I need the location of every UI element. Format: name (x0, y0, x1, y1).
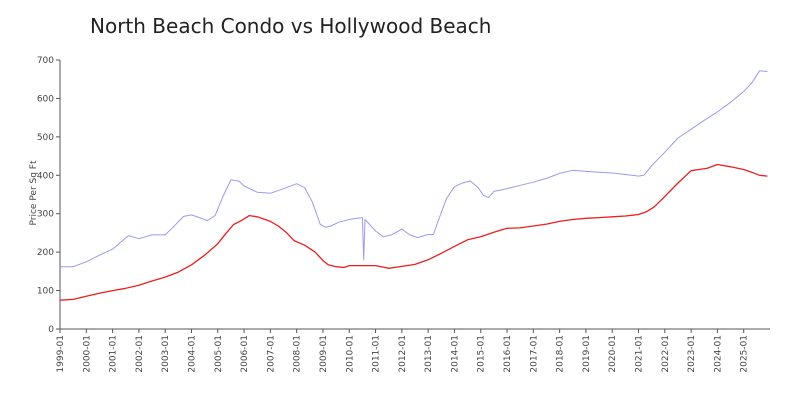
x-tick-label: 2020-01 (608, 335, 618, 373)
x-tick-label: 2025-01 (740, 335, 750, 373)
y-axis-label: Price Per Sq Ft (29, 160, 39, 225)
x-tick-label: 2021-01 (635, 335, 645, 373)
x-tick-label: 2002-01 (135, 335, 145, 373)
x-tick-label: 1999-01 (56, 335, 66, 373)
x-tick-label: 2018-01 (556, 335, 566, 373)
x-tick-label: 2009-01 (319, 335, 329, 373)
y-tick-label: 200 (37, 248, 54, 258)
series-layer (59, 70, 768, 301)
x-tick-label: 2011-01 (372, 335, 382, 373)
x-tick-label: 2019-01 (582, 335, 592, 373)
series-line-2 (59, 163, 768, 301)
x-tick-label: 2024-01 (713, 335, 723, 373)
x-tick-label: 2010-01 (345, 335, 355, 373)
x-tick-label: 2001-01 (109, 335, 119, 373)
x-tick-label: 2015-01 (477, 335, 487, 373)
x-tick-label: 2003-01 (161, 335, 171, 373)
y-tick-label: 600 (37, 94, 54, 104)
x-tick-label: 2014-01 (450, 335, 460, 373)
x-tick-label: 2012-01 (398, 335, 408, 373)
x-tick-label: 2008-01 (293, 335, 303, 373)
y-tick-label: 700 (37, 56, 54, 66)
x-tick-label: 2017-01 (529, 335, 539, 373)
y-tick-label: 100 (37, 287, 54, 297)
x-tick-label: 2022-01 (661, 335, 671, 373)
y-tick-label: 300 (37, 210, 54, 220)
x-tick-label: 2023-01 (687, 335, 697, 373)
y-tick-label: 500 (37, 133, 54, 143)
axes: 0 100 200 300 400 500 600 700 1999-01 2000-01 2001… (37, 56, 770, 373)
y-tick-label: 0 (48, 325, 54, 335)
x-tick-label: 2016-01 (503, 335, 513, 373)
series-line-1 (60, 70, 768, 268)
y-tick-label: 400 (37, 171, 54, 181)
x-tick-label: 2006-01 (240, 335, 250, 373)
x-tick-label: 2004-01 (187, 335, 197, 373)
x-tick-label: 2013-01 (424, 335, 434, 373)
x-tick-label: 2005-01 (214, 335, 224, 373)
chart-title: North Beach Condo vs Hollywood Beach (90, 14, 492, 38)
x-tick-label: 2000-01 (82, 335, 92, 373)
x-tick-label: 2007-01 (266, 335, 276, 373)
